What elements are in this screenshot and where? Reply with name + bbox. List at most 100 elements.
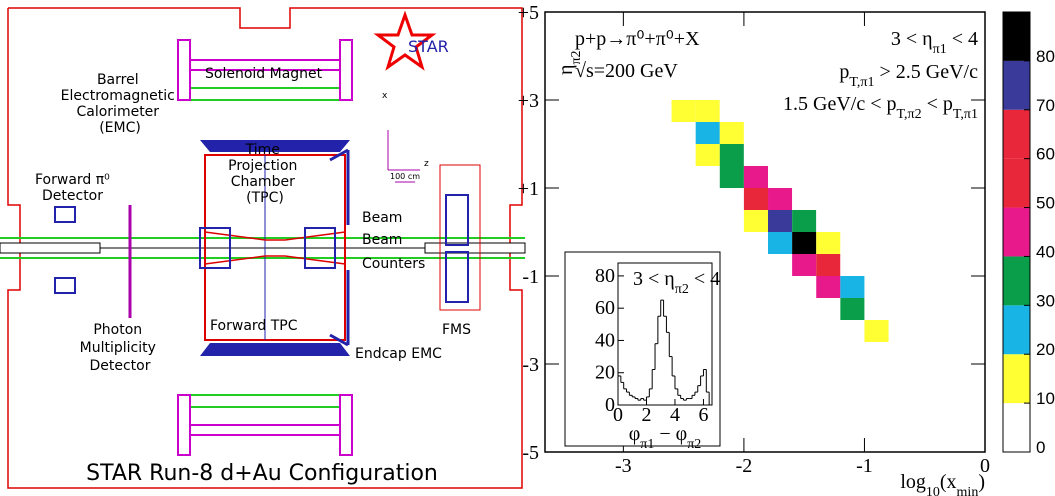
- cell: [695, 144, 720, 166]
- x-axis-label-part: 10: [926, 485, 940, 496]
- colorbar-label: 50: [1036, 194, 1055, 213]
- cell: [864, 342, 889, 364]
- y-tick-label: 60: [595, 297, 615, 319]
- label: Photon Multiplicity Detector: [80, 322, 161, 374]
- cell: [695, 232, 720, 254]
- colorbar-label: 70: [1036, 96, 1055, 115]
- x-tick-label: 2: [641, 404, 651, 426]
- cell: [671, 232, 696, 254]
- cell: [840, 188, 865, 210]
- cell: [671, 100, 696, 122]
- cell: [719, 254, 744, 276]
- annotation-part: √s=200 GeV: [575, 60, 678, 82]
- cell: [792, 276, 817, 298]
- label: Forward π⁰ Detector: [35, 172, 114, 204]
- cell: [864, 254, 889, 276]
- cell: [695, 166, 720, 188]
- cell: [864, 210, 889, 232]
- cell: [719, 210, 744, 232]
- colorbar-label: 20: [1036, 340, 1055, 359]
- cell: [743, 100, 769, 122]
- y-tick-label: +1: [518, 178, 539, 200]
- colorbar-label: 10: [1036, 389, 1055, 408]
- cell: [792, 122, 817, 144]
- colorbar-segment: [1003, 256, 1030, 306]
- cell: [840, 254, 865, 276]
- annotation: pT,π1 > 2.5 GeV/c: [839, 61, 978, 90]
- frame: [7, 7, 523, 489]
- label-line: Projection: [228, 158, 297, 174]
- endcap-emc: [329, 148, 350, 347]
- cell: [792, 298, 817, 320]
- label: FMS: [442, 322, 471, 338]
- annotation-part: 3 < η: [891, 28, 933, 50]
- label-line: Electromagnetic: [61, 88, 175, 104]
- cell: [816, 210, 841, 232]
- cell: [864, 320, 889, 342]
- cell: [768, 298, 793, 320]
- cell: [719, 166, 744, 188]
- cell: [840, 166, 865, 188]
- annotation-part: 1.5 GeV/c < p: [783, 93, 896, 115]
- cell: [864, 232, 889, 254]
- cell: [816, 342, 841, 364]
- cell: [840, 210, 865, 232]
- colorbar-segment: [1003, 158, 1030, 208]
- cell: [792, 232, 817, 254]
- cell: [719, 188, 744, 210]
- y-tick-label: 80: [595, 265, 615, 287]
- cell: [743, 232, 769, 254]
- cell: [864, 276, 889, 298]
- cell: [792, 320, 817, 342]
- cell: [671, 210, 696, 232]
- cell: [864, 166, 889, 188]
- cell: [816, 166, 841, 188]
- cell: [743, 188, 769, 210]
- star-logo-shape: [373, 10, 437, 71]
- cell: [816, 100, 841, 122]
- cell: [840, 232, 865, 254]
- cell: [768, 210, 793, 232]
- annotation-part: T,π2: [897, 107, 922, 122]
- cell: [719, 232, 744, 254]
- x-tick-label: 0: [980, 455, 990, 477]
- x-axis-label-part: log: [900, 471, 926, 493]
- cell: [743, 122, 769, 144]
- label-line: Detector: [89, 358, 150, 374]
- cell: [840, 276, 865, 298]
- annotation-part: p+p→π⁰+π⁰+X: [575, 28, 700, 50]
- cell: [840, 298, 865, 320]
- y-axis-label-part: π2: [569, 50, 584, 64]
- cell: [768, 188, 793, 210]
- caption: STAR Run-8 d+Au Configuration: [86, 461, 438, 486]
- cell: [768, 166, 793, 188]
- cell: [719, 320, 744, 342]
- cell: [864, 298, 889, 320]
- cell: [768, 342, 793, 364]
- x-tick-label: 6: [698, 404, 708, 426]
- cell: [768, 364, 793, 386]
- colorbar-segment: [1003, 403, 1030, 452]
- label-line: Time: [245, 142, 280, 158]
- annotation-part: < 4: [947, 28, 978, 50]
- cell: [695, 188, 720, 210]
- x-tick-label: 0: [613, 404, 623, 426]
- plot-frame: [544, 11, 986, 453]
- label: Solenoid Magnet: [205, 66, 323, 82]
- cell: [840, 320, 865, 342]
- annotation: 3 < ηπ1 < 4: [891, 28, 978, 57]
- x-axis-label: φπ1 − φπ2: [629, 423, 702, 452]
- cell: [840, 144, 865, 166]
- cell: [864, 188, 889, 210]
- inset-annotation: 3 < ηπ2 < 4: [633, 268, 720, 297]
- cell: [816, 298, 841, 320]
- label: Beam Beam Counters: [362, 210, 425, 272]
- inset-annotation-part: 3 < η: [633, 268, 675, 290]
- cell: [792, 100, 817, 122]
- y-tick-label: +3: [518, 90, 539, 112]
- label-line: Photon: [93, 322, 142, 338]
- colorbar-segment: [1003, 354, 1030, 404]
- label-line: Detector: [42, 188, 103, 204]
- cell: [719, 122, 744, 144]
- fms: [439, 164, 481, 311]
